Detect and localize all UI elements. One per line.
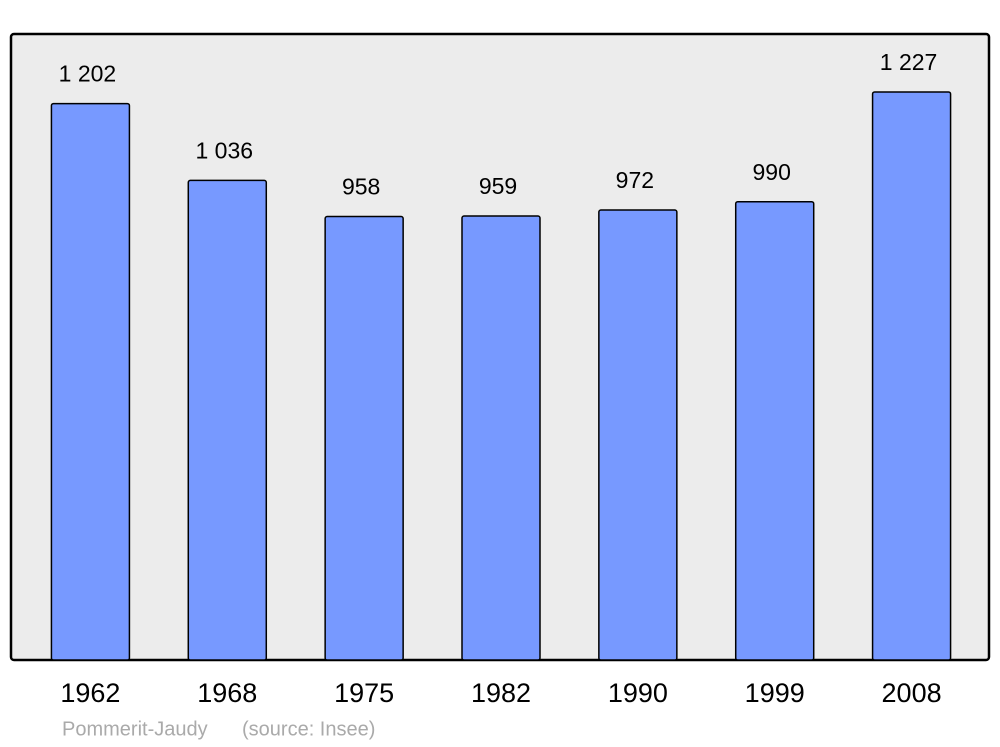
value-label: 1 202 [59, 61, 117, 87]
value-label: 958 [342, 174, 380, 200]
bar [187, 179, 268, 661]
value-label: 972 [616, 167, 654, 193]
bar [50, 102, 131, 661]
x-tick-label: 1968 [197, 678, 257, 708]
x-tick-label: 1975 [334, 678, 394, 708]
x-tick-label: 1990 [608, 678, 668, 708]
bar [461, 215, 541, 661]
x-tick-label: 1962 [60, 678, 120, 708]
caption: Pommerit-Jaudy [62, 718, 208, 740]
x-tick-label: 1982 [471, 678, 531, 708]
x-tick-label: 2008 [882, 678, 942, 708]
bar [734, 200, 815, 661]
source: (source: Insee) [242, 718, 375, 740]
bar [598, 209, 678, 661]
value-label: 1 036 [196, 137, 254, 163]
bar [324, 215, 404, 661]
bar [871, 91, 952, 661]
value-label: 959 [479, 173, 517, 199]
value-label: 990 [753, 159, 791, 185]
value-label: 1 227 [880, 49, 938, 75]
x-tick-label: 1999 [745, 678, 805, 708]
